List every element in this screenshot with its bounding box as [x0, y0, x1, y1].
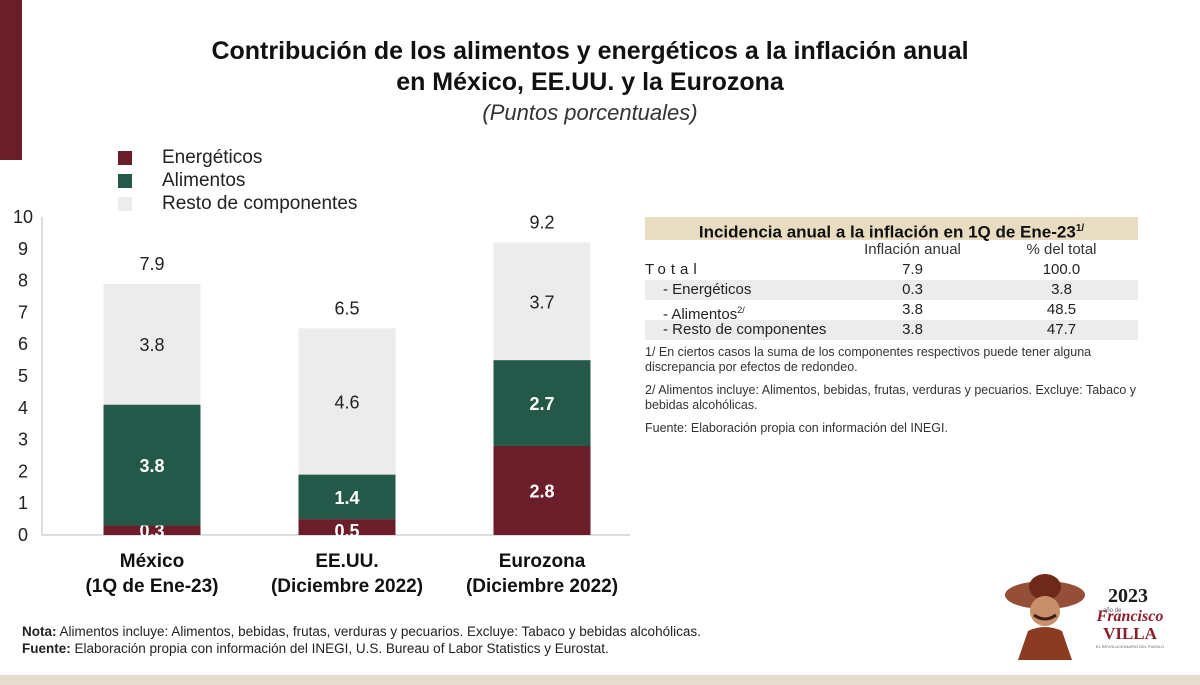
bar-energticos: [298, 519, 396, 535]
legend-label: Resto de componentes: [162, 192, 358, 214]
x-category-sublabel: (1Q de Ene-23): [85, 576, 218, 597]
chart-title: Contribución de los alimentos y energéti…: [0, 36, 1180, 128]
bar-energticos: [103, 525, 201, 535]
bar-alimentos: [298, 474, 396, 520]
table-note: 1/ En ciertos casos la suma de los compo…: [645, 345, 1092, 374]
bar-resto-de-componentes: [298, 328, 396, 475]
y-tick-label: 1: [18, 493, 28, 513]
bar-alimentos: [493, 360, 591, 446]
y-tick-label: 6: [18, 334, 28, 354]
row-pct: 48.5: [1046, 301, 1077, 318]
legend-item-energeticos: Energéticos: [118, 146, 357, 169]
table-note: Fuente: Elaboración propia con informaci…: [645, 421, 948, 435]
row-inflacion: 3.8: [902, 301, 923, 318]
table-header-row: Inflación anual % del total: [645, 240, 1138, 260]
francisco-villa-2023-logo: 2023 año de Francisco VILLA EL REVOLUCIO…: [1005, 574, 1164, 660]
row-inflacion: 3.8: [902, 321, 923, 338]
bar-value-label: 3.7: [529, 292, 554, 312]
table-row: - Energéticos 0.3 3.8: [645, 280, 1138, 300]
table-row: - Resto de componentes 3.8 47.7: [645, 320, 1138, 340]
bottom-band: [0, 675, 1200, 685]
col-header-pct: % del total: [1026, 241, 1097, 258]
row-label: Total: [645, 261, 702, 278]
legend-swatch: [118, 150, 132, 165]
legend-item-alimentos: Alimentos: [118, 169, 357, 192]
fuente-line: Fuente: Elaboración propia con informaci…: [22, 641, 609, 656]
table-title: Incidencia anual a la inflación en 1Q de…: [645, 217, 1138, 242]
bar-value-label: 3.8: [139, 456, 164, 476]
legend-swatch: [118, 196, 132, 211]
y-tick-label: 3: [18, 430, 28, 450]
table-row: - Alimentos2/ 3.8 48.5: [645, 300, 1138, 323]
row-label: - Energéticos: [663, 281, 752, 298]
bar-value-label: 2.7: [529, 394, 554, 414]
incidence-table: Incidencia anual a la inflación en 1Q de…: [645, 217, 1138, 444]
row-pct: 3.8: [1051, 281, 1072, 298]
title-line-1: Contribución de los alimentos y energéti…: [211, 37, 969, 65]
row-label: - Resto de componentes: [663, 321, 827, 338]
row-pct: 47.7: [1046, 321, 1077, 338]
legend-label: Alimentos: [162, 169, 246, 191]
legend-label: Energéticos: [162, 146, 263, 168]
x-category-label: Eurozona: [499, 551, 586, 572]
title-line-2: en México, EE.UU. y la Eurozona: [396, 68, 784, 96]
row-inflacion: 0.3: [902, 281, 923, 298]
bar-value-label: 2.8: [529, 481, 554, 501]
bar-total-label: 6.5: [334, 298, 359, 318]
svg-text:VILLA: VILLA: [1103, 624, 1158, 643]
bar-alimentos: [103, 404, 201, 526]
chart-legend: Energéticos Alimentos Resto de component…: [118, 146, 357, 215]
bar-value-label: 3.8: [139, 335, 164, 355]
table-note: 2/ Alimentos incluye: Alimentos, bebidas…: [645, 383, 1136, 412]
x-category-label: EE.UU.: [315, 551, 378, 572]
bar-resto-de-componentes: [103, 283, 201, 405]
legend-item-resto: Resto de componentes: [118, 192, 357, 215]
bar-value-label: 4.6: [334, 392, 359, 412]
svg-text:año de: año de: [1103, 608, 1122, 614]
row-inflacion: 7.9: [902, 261, 923, 278]
y-tick-label: 0: [18, 525, 28, 545]
row-pct: 100.0: [1042, 261, 1081, 278]
table-row: Total 7.9 100.0: [645, 260, 1138, 280]
bar-value-label: 0.3: [139, 521, 164, 541]
x-category-sublabel: (Diciembre 2022): [271, 576, 423, 597]
col-header-inflacion: Inflación anual: [864, 241, 961, 258]
nota-line: Nota: Alimentos incluye: Alimentos, bebi…: [22, 624, 701, 639]
y-tick-label: 8: [18, 271, 28, 291]
table-notes: 1/ En ciertos casos la suma de los compo…: [645, 345, 1138, 436]
y-tick-label: 7: [18, 302, 28, 322]
bar-value-label: 0.5: [334, 521, 359, 541]
chart-subtitle: (Puntos porcentuales): [482, 100, 698, 125]
bar-value-label: 1.4: [334, 488, 359, 508]
x-category-sublabel: (Diciembre 2022): [466, 576, 618, 597]
footnotes: Nota: Alimentos incluye: Alimentos, bebi…: [22, 623, 701, 657]
bar-resto-de-componentes: [493, 242, 591, 361]
y-tick-label: 9: [18, 239, 28, 259]
row-label: - Alimentos2/: [663, 305, 745, 323]
stacked-bar-chart: 0 1 2 3 4 5 6 7 8 9 10 0.3 3.8 3.8 7.9 México (1Q de Ene…: [13, 207, 630, 597]
y-tick-label: 2: [18, 461, 28, 481]
bar-energticos: [493, 445, 591, 535]
bar-total-label: 7.9: [139, 254, 164, 274]
legend-swatch: [118, 173, 132, 188]
x-category-label: México: [120, 551, 184, 572]
y-tick-label: 4: [18, 398, 28, 418]
y-tick-label: 10: [13, 207, 33, 227]
bar-total-label: 9.2: [529, 212, 554, 232]
svg-text:Francisco: Francisco: [1096, 608, 1164, 625]
svg-text:EL REVOLUCIONARIO DEL PUEBLO: EL REVOLUCIONARIO DEL PUEBLO: [1096, 644, 1164, 649]
y-tick-label: 5: [18, 366, 28, 386]
svg-text:2023: 2023: [1108, 585, 1148, 607]
accent-bar: [0, 0, 22, 160]
